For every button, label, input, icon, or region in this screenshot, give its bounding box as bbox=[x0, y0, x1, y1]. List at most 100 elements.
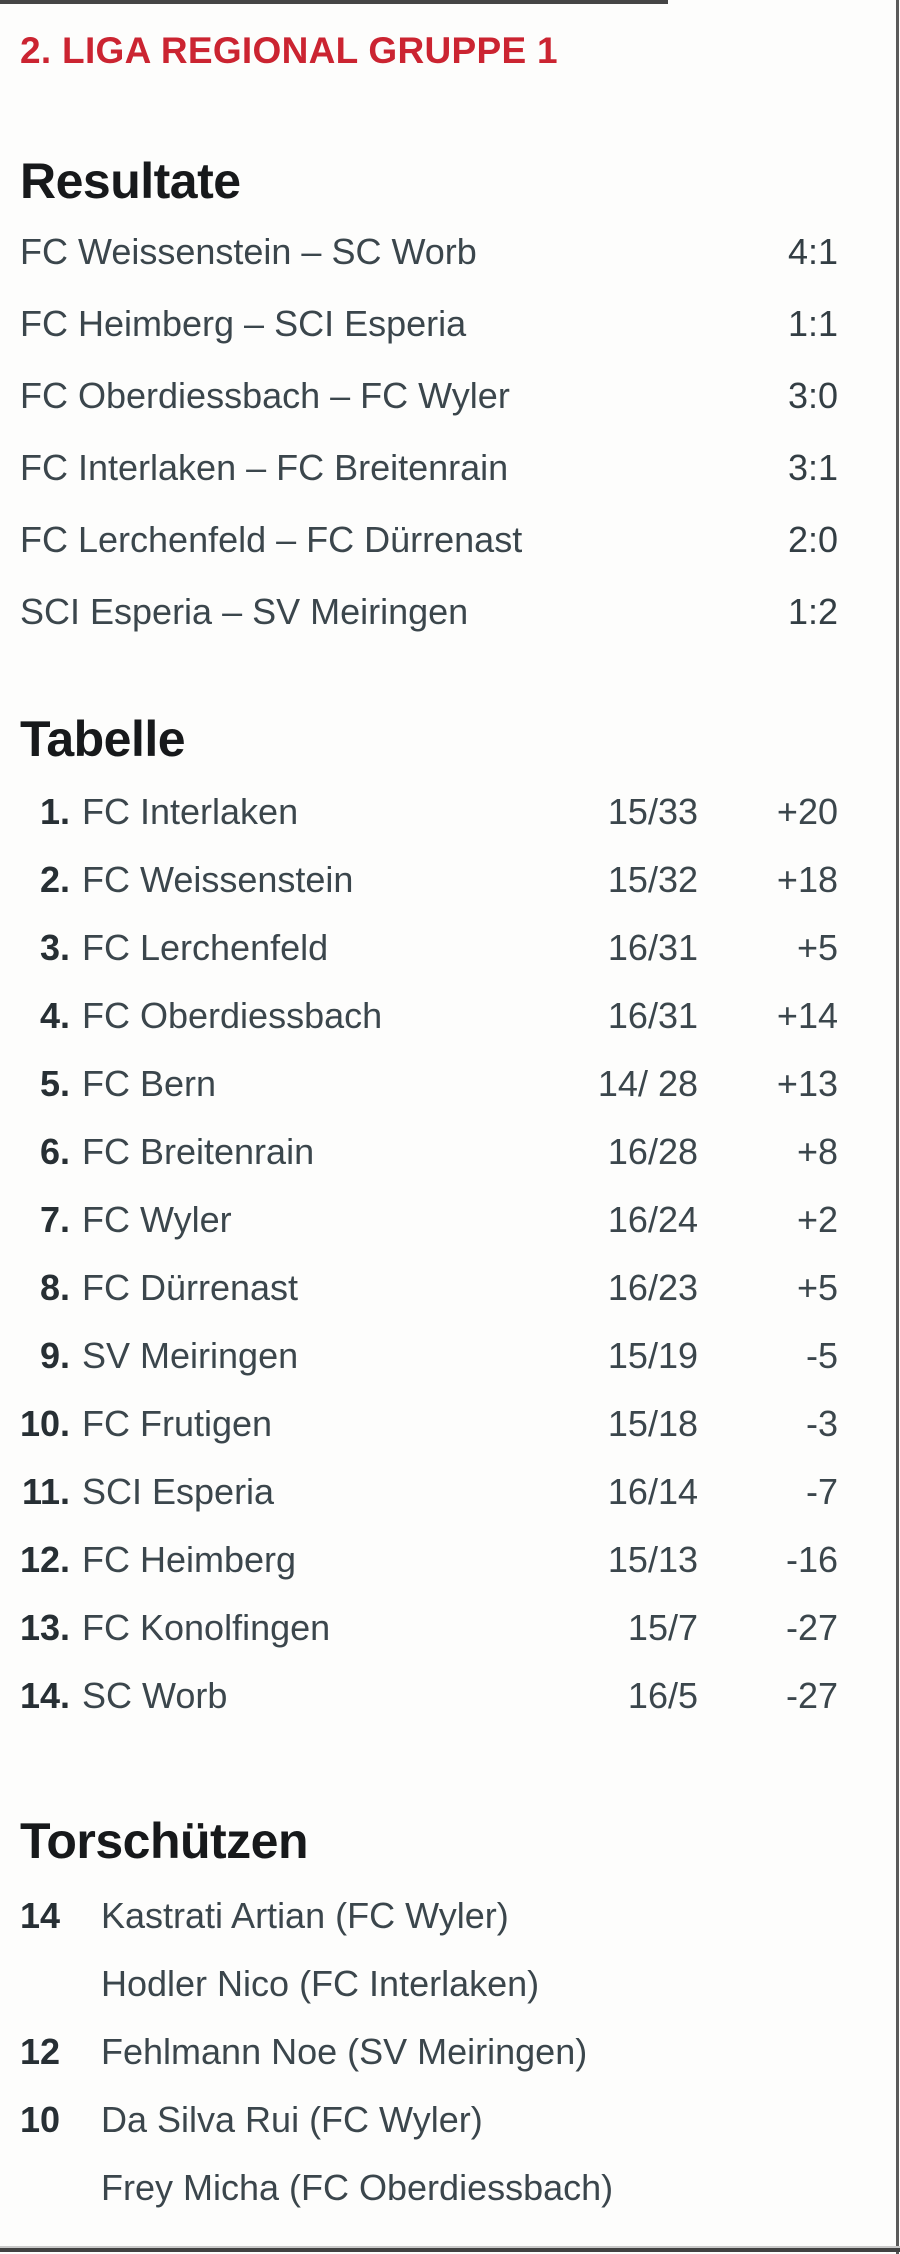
table-goal-diff: -3 bbox=[805, 1403, 838, 1444]
scorer-player: Kastrati Artian (FC Wyler) bbox=[101, 1895, 509, 1936]
table-games-points: 15/32 bbox=[607, 859, 698, 900]
table-games-points: 16/28 bbox=[607, 1131, 698, 1172]
scorer-row: Hodler Nico (FC Interlaken) bbox=[20, 1950, 838, 2018]
table-goal-diff: -5 bbox=[805, 1335, 838, 1376]
top-border-line bbox=[0, 0, 668, 4]
table-games-points: 16/5 bbox=[627, 1675, 698, 1716]
scorer-row: 10 Da Silva Rui (FC Wyler) bbox=[20, 2086, 838, 2154]
match-score: 4:1 bbox=[787, 231, 838, 272]
league-title: 2. LIGA REGIONAL GRUPPE 1 bbox=[20, 30, 558, 71]
table-rank: 5. bbox=[39, 1063, 70, 1104]
table-games-points: 16/31 bbox=[607, 927, 698, 968]
match-fixture: SCI Esperia – SV Meiringen bbox=[20, 591, 469, 632]
results-heading: Resultate bbox=[20, 153, 241, 209]
table-team: SV Meiringen bbox=[82, 1335, 299, 1376]
table-row: 9. SV Meiringen 15/19 -5 bbox=[20, 1322, 838, 1390]
match-fixture: FC Interlaken – FC Breitenrain bbox=[20, 447, 509, 488]
match-row: FC Interlaken – FC Breitenrain 3:1 bbox=[20, 432, 838, 504]
table-row: 3. FC Lerchenfeld 16/31 +5 bbox=[20, 914, 838, 982]
table-rank: 9. bbox=[39, 1335, 70, 1376]
table-goal-diff: +8 bbox=[796, 1131, 838, 1172]
table-row: 12. FC Heimberg 15/13 -16 bbox=[20, 1526, 838, 1594]
match-row: SCI Esperia – SV Meiringen 1:2 bbox=[20, 576, 838, 648]
table-row: 14. SC Worb 16/5 -27 bbox=[20, 1662, 838, 1730]
scorer-goals: 10 bbox=[20, 2099, 61, 2140]
table-games-points: 14/ 28 bbox=[597, 1063, 698, 1104]
table-row: 4. FC Oberdiessbach 16/31 +14 bbox=[20, 982, 838, 1050]
table-games-points: 15/33 bbox=[607, 791, 698, 832]
table-row: 7. FC Wyler 16/24 +2 bbox=[20, 1186, 838, 1254]
table-games-points: 15/13 bbox=[607, 1539, 698, 1580]
table-row: 2. FC Weissenstein 15/32 +18 bbox=[20, 846, 838, 914]
table-goal-diff: -7 bbox=[805, 1471, 838, 1512]
table-team: FC Lerchenfeld bbox=[82, 927, 329, 968]
table-rank: 12. bbox=[20, 1539, 71, 1580]
bottom-border-line bbox=[0, 2246, 900, 2252]
match-score: 1:1 bbox=[787, 303, 838, 344]
table-team: FC Oberdiessbach bbox=[82, 995, 383, 1036]
scorer-goals: 14 bbox=[20, 1895, 61, 1936]
table-row: 13. FC Konolfingen 15/7 -27 bbox=[20, 1594, 838, 1662]
table-rank: 7. bbox=[39, 1199, 70, 1240]
table-games-points: 15/18 bbox=[607, 1403, 698, 1444]
page-content: 2. LIGA REGIONAL GRUPPE 1 Resultate FC W… bbox=[0, 28, 900, 2222]
match-score: 3:1 bbox=[787, 447, 838, 488]
scorer-goals: 12 bbox=[20, 2031, 61, 2072]
table-games-points: 15/19 bbox=[607, 1335, 698, 1376]
match-row: FC Oberdiessbach – FC Wyler 3:0 bbox=[20, 360, 838, 432]
table-row: 1. FC Interlaken 15/33 +20 bbox=[20, 778, 838, 846]
table-games-points: 16/24 bbox=[607, 1199, 698, 1240]
table-rank: 11. bbox=[21, 1471, 70, 1512]
table-goal-diff: +2 bbox=[796, 1199, 838, 1240]
match-row: FC Lerchenfeld – FC Dürrenast 2:0 bbox=[20, 504, 838, 576]
table-goal-diff: -16 bbox=[785, 1539, 838, 1580]
table-team: SCI Esperia bbox=[82, 1471, 275, 1512]
table-goal-diff: +5 bbox=[796, 927, 838, 968]
table-row: 6. FC Breitenrain 16/28 +8 bbox=[20, 1118, 838, 1186]
table-team: FC Bern bbox=[82, 1063, 217, 1104]
table-team: SC Worb bbox=[82, 1675, 228, 1716]
match-score: 3:0 bbox=[787, 375, 838, 416]
match-fixture: FC Heimberg – SCI Esperia bbox=[20, 303, 467, 344]
table-team: FC Interlaken bbox=[82, 791, 299, 832]
scorer-player: Da Silva Rui (FC Wyler) bbox=[101, 2099, 483, 2140]
table-rank: 10. bbox=[20, 1403, 71, 1444]
table-goal-diff: +5 bbox=[796, 1267, 838, 1308]
scorer-player: Fehlmann Noe (SV Meiringen) bbox=[101, 2031, 588, 2072]
table-rank: 6. bbox=[39, 1131, 70, 1172]
match-score: 2:0 bbox=[787, 519, 838, 560]
table-row: 5. FC Bern 14/ 28 +13 bbox=[20, 1050, 838, 1118]
table-team: FC Frutigen bbox=[82, 1403, 273, 1444]
scorer-row: 12 Fehlmann Noe (SV Meiringen) bbox=[20, 2018, 838, 2086]
match-row: FC Heimberg – SCI Esperia 1:1 bbox=[20, 288, 838, 360]
table-games-points: 16/23 bbox=[607, 1267, 698, 1308]
table-rank: 14. bbox=[20, 1675, 71, 1716]
scorer-row: 14 Kastrati Artian (FC Wyler) bbox=[20, 1882, 838, 1950]
match-fixture: FC Oberdiessbach – FC Wyler bbox=[20, 375, 510, 416]
table-row: 10. FC Frutigen 15/18 -3 bbox=[20, 1390, 838, 1458]
scorer-row: Frey Micha (FC Oberdiessbach) bbox=[20, 2154, 838, 2222]
scorers-heading: Torschützen bbox=[20, 1813, 309, 1869]
right-border-line bbox=[896, 0, 899, 2254]
match-score: 1:2 bbox=[787, 591, 838, 632]
scorers-section: Torschützen 14 Kastrati Artian (FC Wyler… bbox=[20, 1812, 838, 2222]
table-goal-diff: +20 bbox=[776, 791, 838, 832]
table-games-points: 16/31 bbox=[607, 995, 698, 1036]
table-row: 8. FC Dürrenast 16/23 +5 bbox=[20, 1254, 838, 1322]
table-games-points: 16/14 bbox=[607, 1471, 698, 1512]
match-row: FC Weissenstein – SC Worb 4:1 bbox=[20, 216, 838, 288]
table-goal-diff: +14 bbox=[776, 995, 838, 1036]
table-games-points: 15/7 bbox=[627, 1607, 698, 1648]
table-team: FC Heimberg bbox=[82, 1539, 297, 1580]
table-rank: 1. bbox=[39, 791, 70, 832]
table-team: FC Dürrenast bbox=[82, 1267, 299, 1308]
table-goal-diff: +13 bbox=[776, 1063, 838, 1104]
table-goal-diff: -27 bbox=[785, 1675, 838, 1716]
table-goal-diff: +18 bbox=[776, 859, 838, 900]
table-team: FC Weissenstein bbox=[82, 859, 354, 900]
table-rank: 3. bbox=[39, 927, 70, 968]
match-fixture: FC Lerchenfeld – FC Dürrenast bbox=[20, 519, 523, 560]
table-team: FC Konolfingen bbox=[82, 1607, 331, 1648]
table-heading: Tabelle bbox=[20, 711, 186, 767]
table-rank: 13. bbox=[20, 1607, 71, 1648]
